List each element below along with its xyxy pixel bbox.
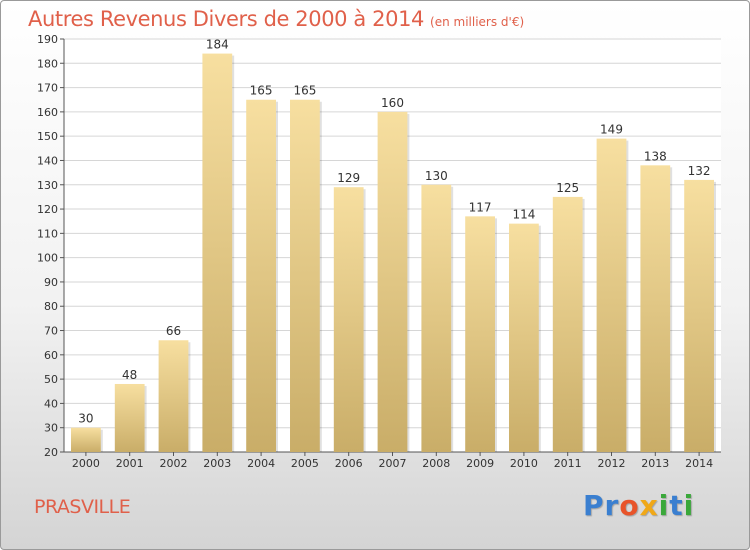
y-tick-label: 20 bbox=[44, 446, 58, 459]
y-tick-label: 150 bbox=[37, 130, 58, 143]
x-tick-label: 2012 bbox=[598, 457, 626, 470]
x-tick-label: 2011 bbox=[554, 457, 582, 470]
x-tick-label: 2003 bbox=[203, 457, 231, 470]
bar bbox=[71, 427, 101, 452]
bar bbox=[246, 99, 276, 452]
x-tick-label: 2000 bbox=[72, 457, 100, 470]
y-tick-label: 60 bbox=[44, 349, 58, 362]
y-tick-label: 140 bbox=[37, 154, 58, 167]
bar-value-label: 165 bbox=[293, 84, 316, 98]
chart-title-main: Autres Revenus Divers de 2000 à 2014 bbox=[28, 7, 425, 31]
bar bbox=[202, 53, 233, 452]
logo-letter: o bbox=[619, 489, 640, 522]
commune-name: PRASVILLE bbox=[34, 496, 131, 518]
x-tick-label: 2006 bbox=[335, 457, 363, 470]
bar-value-label: 149 bbox=[600, 123, 623, 137]
bar bbox=[684, 179, 714, 452]
bar bbox=[465, 216, 495, 452]
y-tick-label: 170 bbox=[37, 82, 58, 95]
y-tick-label: 180 bbox=[37, 57, 58, 70]
x-tick-label: 2002 bbox=[160, 457, 188, 470]
y-tick-label: 110 bbox=[37, 227, 58, 240]
bar bbox=[290, 99, 320, 452]
bar bbox=[509, 223, 539, 452]
bar-value-label: 130 bbox=[425, 169, 448, 183]
bar-value-label: 165 bbox=[250, 84, 273, 98]
bar-value-label: 117 bbox=[469, 200, 492, 214]
y-tick-label: 50 bbox=[44, 373, 58, 386]
chart-title: Autres Revenus Divers de 2000 à 2014 (en … bbox=[28, 7, 524, 31]
bar-value-label: 132 bbox=[688, 164, 711, 178]
bar-value-label: 184 bbox=[206, 38, 229, 52]
x-tick-label: 2010 bbox=[510, 457, 538, 470]
y-tick-label: 30 bbox=[44, 422, 58, 435]
y-tick-label: 130 bbox=[37, 179, 58, 192]
y-tick-label: 160 bbox=[37, 106, 58, 119]
bar bbox=[552, 196, 583, 452]
logo-letter: x bbox=[639, 489, 659, 522]
bar bbox=[421, 184, 452, 452]
y-tick-label: 120 bbox=[37, 203, 58, 216]
chart-title-unit: (en milliers d'€) bbox=[430, 15, 525, 29]
y-tick-label: 70 bbox=[44, 325, 58, 338]
bar-value-label: 138 bbox=[644, 149, 667, 163]
bar bbox=[640, 165, 671, 452]
x-tick-label: 2004 bbox=[247, 457, 275, 470]
x-tick-label: 2014 bbox=[685, 457, 713, 470]
logo-letter: t bbox=[669, 489, 684, 522]
bar-value-label: 125 bbox=[556, 181, 579, 195]
x-tick-label: 2005 bbox=[291, 457, 319, 470]
proxiti-logo: Proxiti bbox=[583, 489, 694, 522]
y-tick-label: 40 bbox=[44, 397, 58, 410]
x-tick-label: 2001 bbox=[116, 457, 144, 470]
bar-value-label: 114 bbox=[512, 208, 535, 222]
bar bbox=[377, 111, 408, 452]
bar bbox=[114, 383, 145, 452]
bar-value-label: 30 bbox=[78, 412, 93, 426]
bar-value-label: 48 bbox=[122, 368, 137, 382]
bar bbox=[596, 138, 627, 452]
bar-value-label: 66 bbox=[166, 324, 181, 338]
logo-letter: r bbox=[604, 489, 620, 522]
bar-value-label: 160 bbox=[381, 96, 404, 110]
logo-letter: i bbox=[658, 489, 670, 522]
bar bbox=[158, 340, 189, 452]
y-tick-label: 90 bbox=[44, 276, 58, 289]
y-tick-label: 190 bbox=[37, 33, 58, 46]
logo-letter: i bbox=[683, 489, 695, 522]
bar-value-label: 129 bbox=[337, 171, 360, 185]
x-tick-label: 2007 bbox=[379, 457, 407, 470]
x-tick-label: 2008 bbox=[422, 457, 450, 470]
y-tick-label: 80 bbox=[44, 300, 58, 313]
bar bbox=[333, 187, 364, 452]
logo-letter: P bbox=[583, 489, 605, 522]
x-tick-label: 2009 bbox=[466, 457, 494, 470]
y-tick-label: 100 bbox=[37, 252, 58, 265]
x-tick-label: 2013 bbox=[641, 457, 669, 470]
